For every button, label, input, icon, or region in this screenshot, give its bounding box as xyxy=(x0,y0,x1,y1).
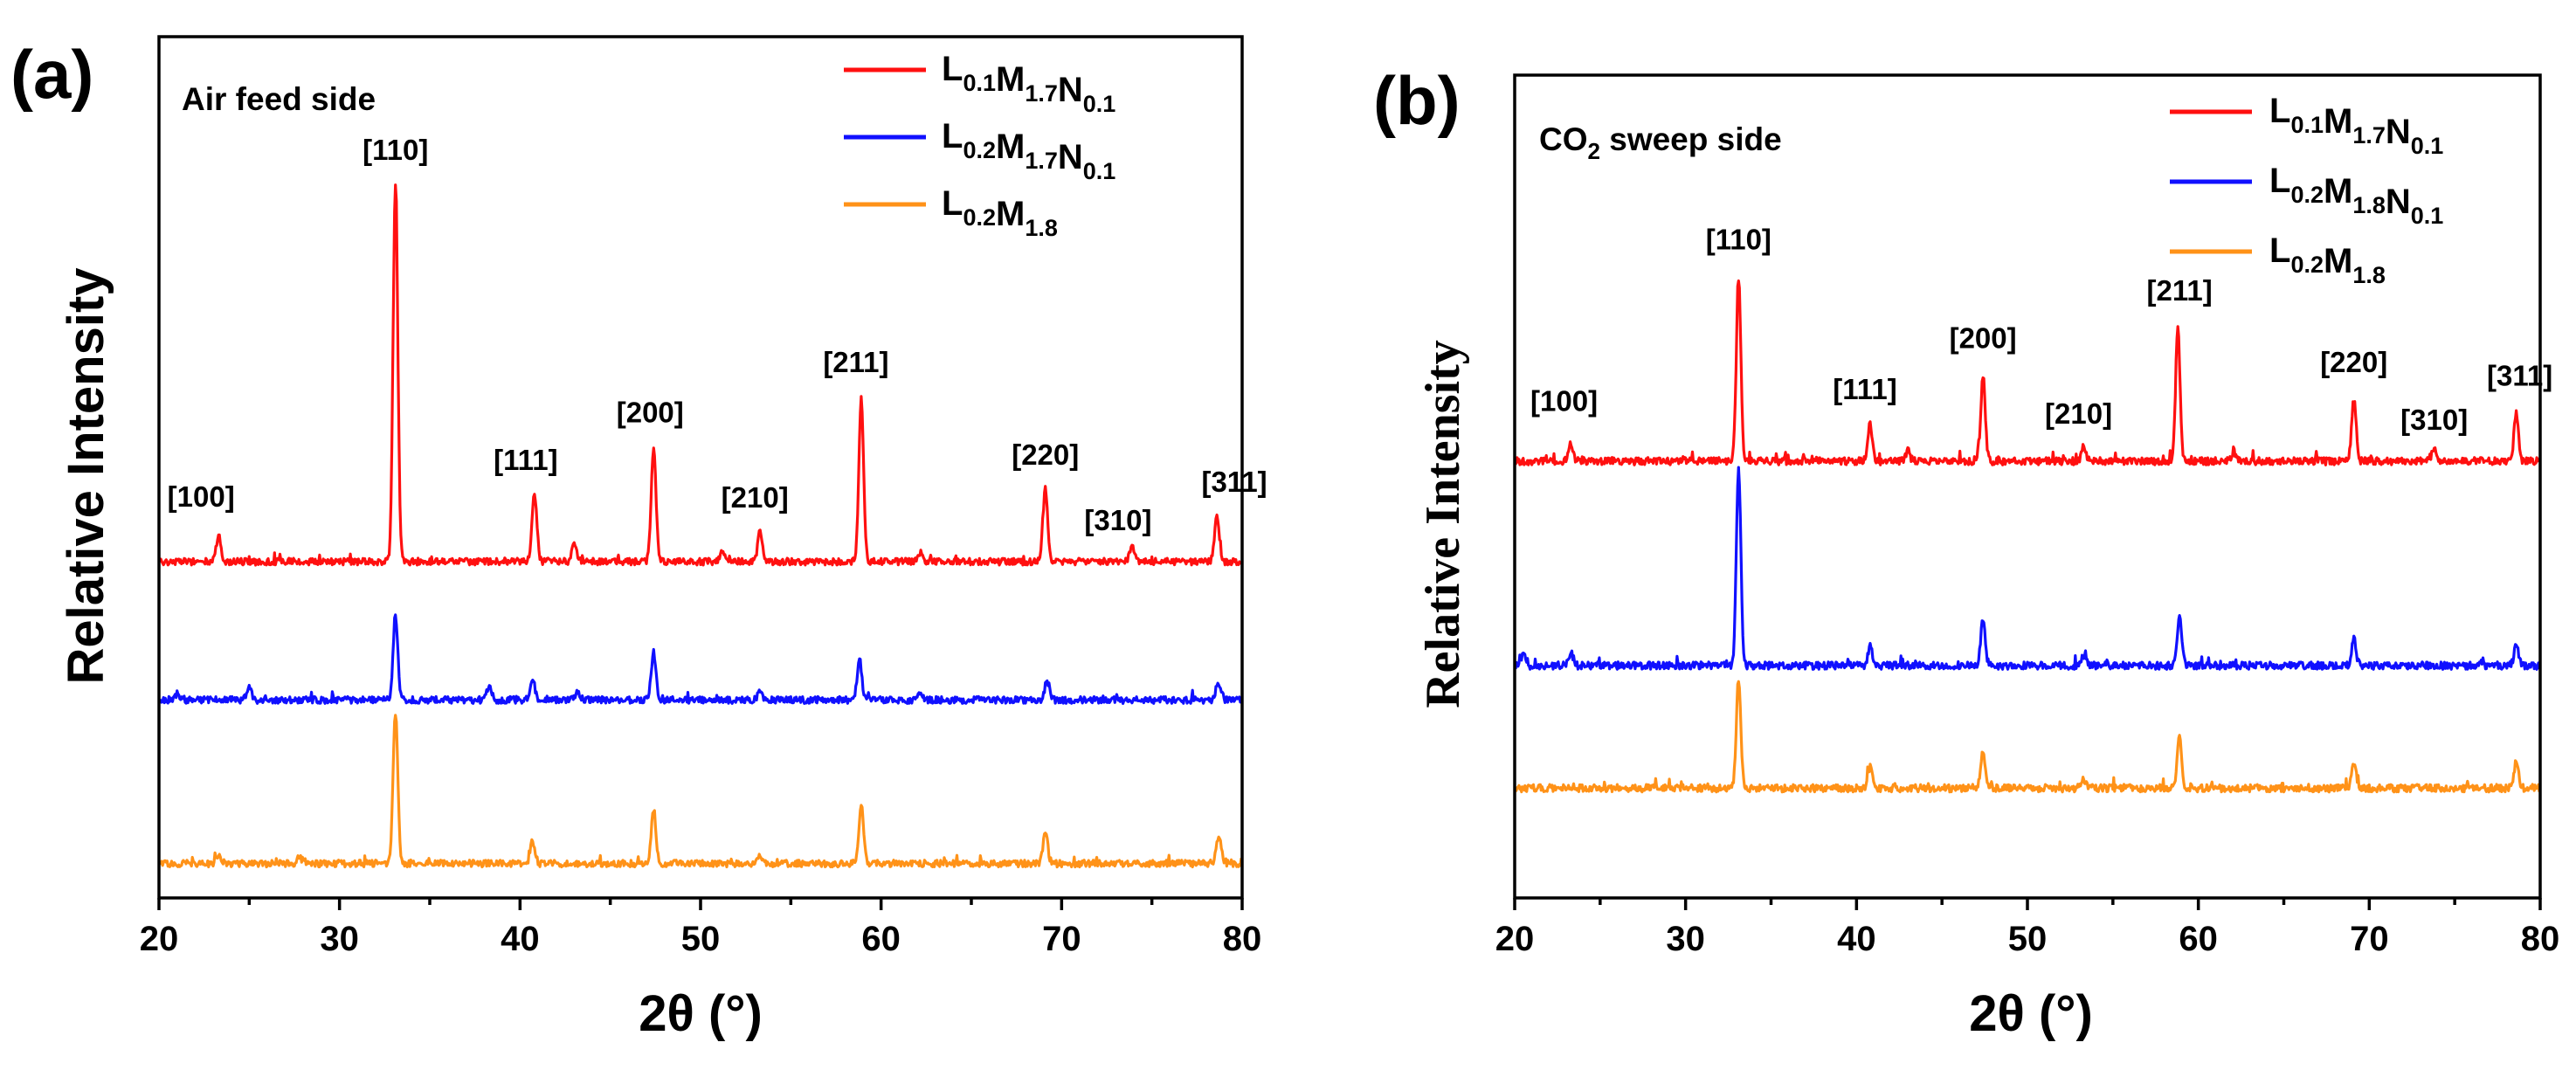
legend-entry: L0.2M1.8N0.1 xyxy=(2269,162,2443,229)
series-line-3 xyxy=(158,714,1243,869)
peak-label: [110] xyxy=(1706,223,1771,255)
x-tick-label: 30 xyxy=(1666,920,1705,958)
legend-entry: L0.2M1.8 xyxy=(2269,231,2386,288)
x-tick-label: 40 xyxy=(1837,920,1876,958)
x-tick-label: 30 xyxy=(320,920,359,958)
side-annotation: CO2 sweep side xyxy=(1539,121,1782,164)
x-tick-label: 70 xyxy=(1042,920,1081,958)
legend-entry: L0.1M1.7N0.1 xyxy=(942,50,1115,117)
peak-label: [211] xyxy=(2147,274,2213,307)
x-tick-label: 50 xyxy=(681,920,721,958)
legend-entry: L0.1M1.7N0.1 xyxy=(2269,92,2443,159)
series-line-3 xyxy=(1514,680,2541,794)
peak-label: [200] xyxy=(617,396,684,428)
x-tick-label: 20 xyxy=(1495,920,1535,958)
y-axis-title: Relative Intensity xyxy=(1416,340,1470,708)
peak-label: [220] xyxy=(2320,346,2387,378)
series-line-1 xyxy=(1514,279,2541,466)
y-axis-title: Relative Intensity xyxy=(58,267,114,684)
x-axis-title: 2θ (°) xyxy=(1969,985,2093,1042)
peak-label: [200] xyxy=(1950,322,2017,355)
panel-b: 20 30 40 50 60 70 80 2θ (°) Relative Intensity (b… xyxy=(1373,62,2559,1042)
panel-letter: (b) xyxy=(1373,62,1461,139)
series-line-2 xyxy=(1514,466,2541,671)
x-tick-label: 70 xyxy=(2350,920,2389,958)
peak-label: [210] xyxy=(2045,397,2112,430)
peak-label: [311] xyxy=(2487,359,2552,391)
x-tick-label: 60 xyxy=(2179,920,2218,958)
peak-label: [210] xyxy=(722,481,789,514)
x-tick-label: 60 xyxy=(861,920,901,958)
panel-a: 20 30 40 50 60 70 80 2θ (°) Relative Intensity (a… xyxy=(10,35,1267,1042)
peak-label: [310] xyxy=(2400,404,2468,436)
peak-label: [110] xyxy=(363,134,428,166)
peak-label: [311] xyxy=(1201,466,1267,498)
peak-label: [100] xyxy=(168,480,235,513)
series-line-2 xyxy=(158,613,1243,706)
peak-label: [111] xyxy=(1833,373,1896,405)
x-tick-label: 20 xyxy=(140,920,179,958)
peak-label: [211] xyxy=(823,346,888,378)
x-axis-title: 2θ (°) xyxy=(639,985,763,1042)
peak-label: [310] xyxy=(1084,504,1151,536)
x-tick-label: 80 xyxy=(2521,920,2560,958)
side-annotation: Air feed side xyxy=(182,81,376,117)
x-tick-label: 80 xyxy=(1223,920,1262,958)
peak-label: [100] xyxy=(1530,385,1598,418)
series-line-1 xyxy=(158,183,1242,567)
peak-label: [111] xyxy=(494,444,557,476)
panel-letter: (a) xyxy=(10,36,93,113)
x-tick-label: 50 xyxy=(2008,920,2048,958)
peak-label: [220] xyxy=(1012,438,1079,471)
legend-entry: L0.2M1.7N0.1 xyxy=(942,117,1115,184)
x-tick-label: 40 xyxy=(501,920,540,958)
legend-entry: L0.2M1.8 xyxy=(942,184,1058,241)
